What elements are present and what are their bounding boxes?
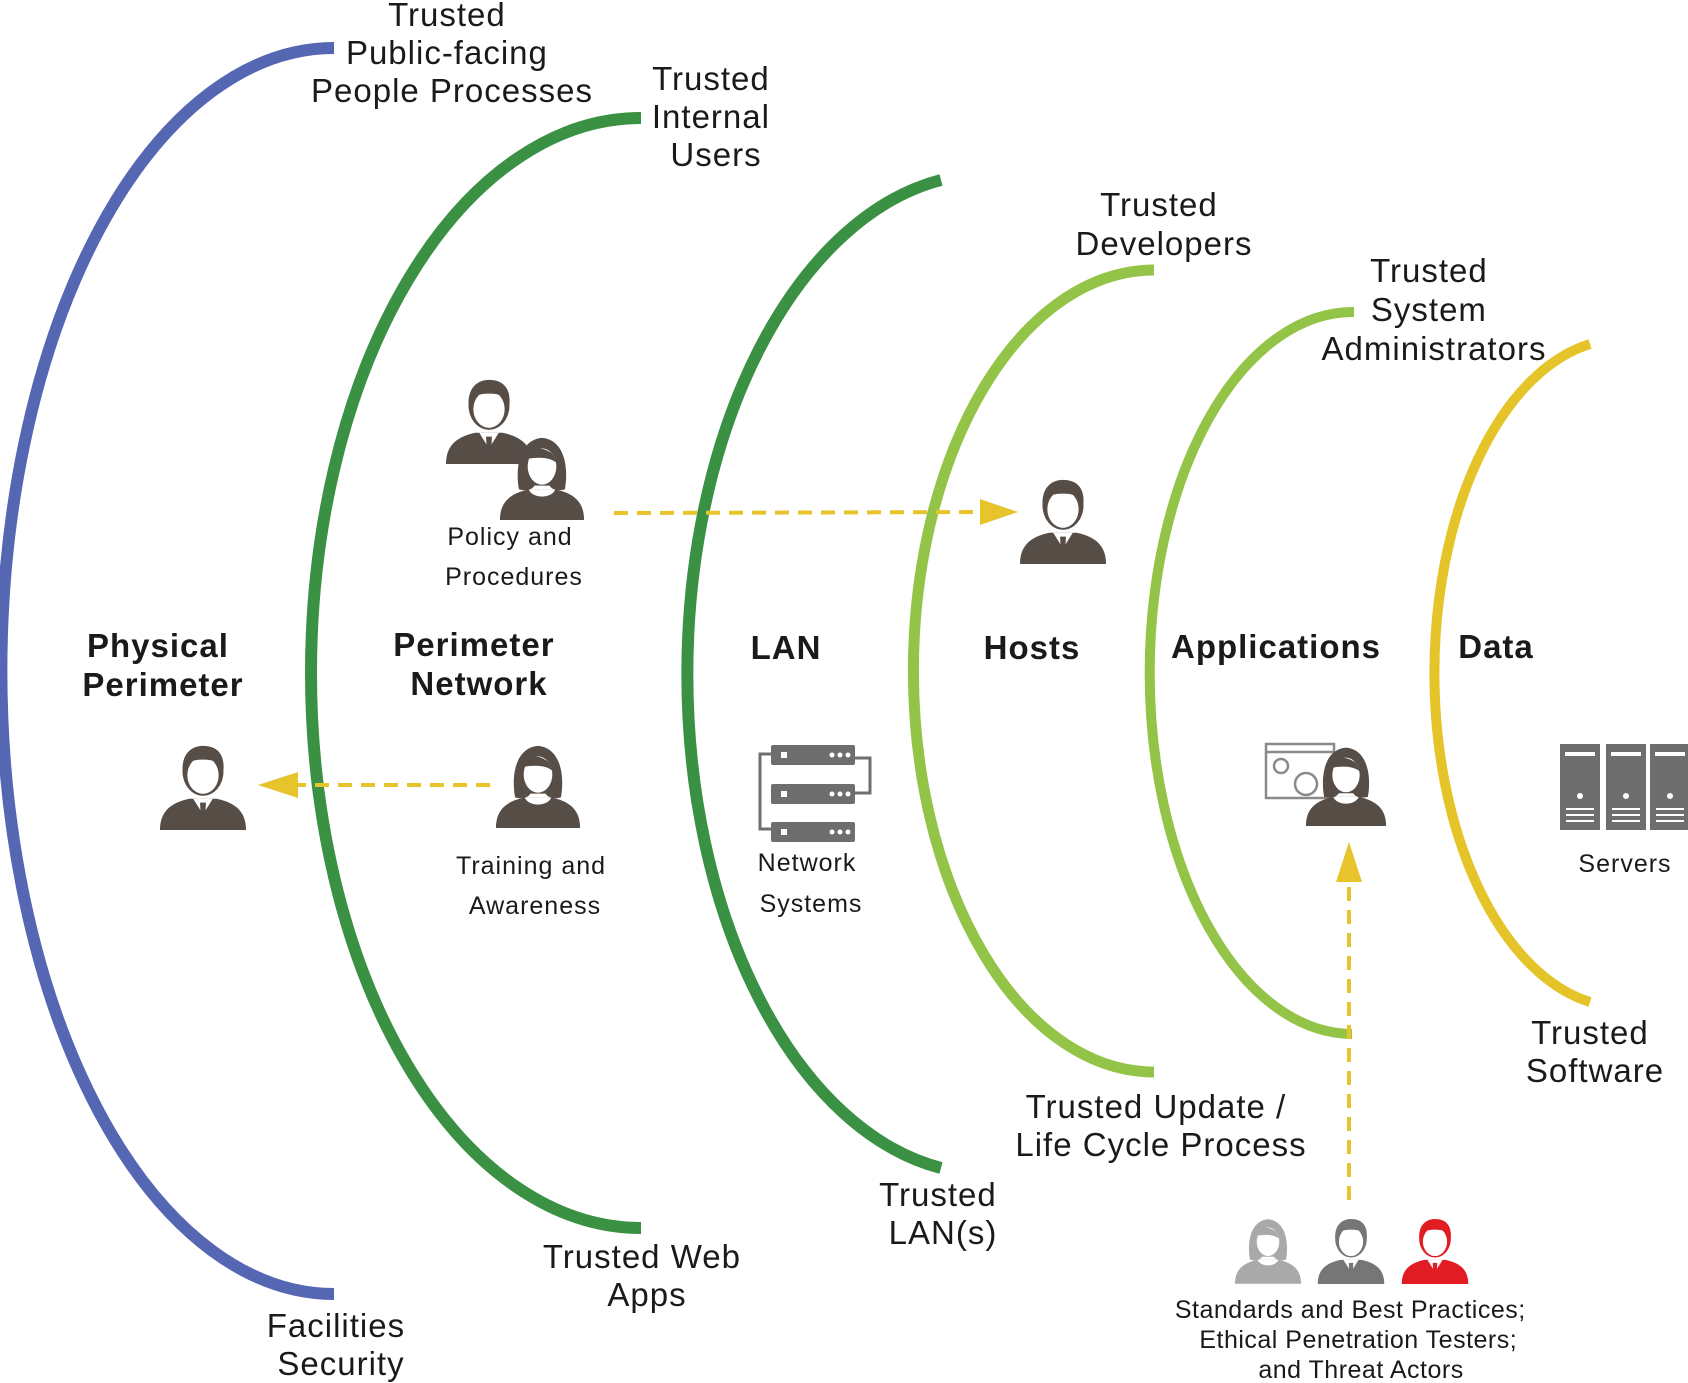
label-trusted-web-apps: Trusted Web Apps [543, 1238, 751, 1313]
ring-data [1429, 339, 1592, 1007]
section-lan: LAN [751, 629, 822, 666]
arrow-policy-to-hosts [613, 510, 983, 515]
section-perimeter-network: Perimeter Network [393, 626, 564, 702]
label-trusted-software: Trusted Software [1526, 1014, 1664, 1089]
label-trusted-system-administrators: Trusted System Administrators [1322, 252, 1547, 367]
label-trusted-update-life-cycle: Trusted Update / Life Cycle Process [1015, 1088, 1306, 1163]
section-applications: Applications [1171, 628, 1381, 665]
female-user-icon [495, 745, 581, 828]
section-physical-perimeter: Physical Perimeter [82, 627, 243, 703]
caption-testers: Standards and Best Practices; Ethical Pe… [1175, 1296, 1533, 1383]
ring-applications [1144, 306, 1355, 1039]
female-user-icon [1235, 1219, 1301, 1284]
ring-hosts [907, 264, 1155, 1078]
section-hosts: Hosts [984, 629, 1081, 666]
arrow-head-training-to-physical [258, 772, 298, 798]
arrow-head-policy-to-hosts [980, 499, 1018, 525]
ring-physical-perimeter [0, 42, 335, 1300]
label-trusted-public-facing: Trusted Public-facing People Processes [311, 0, 593, 109]
label-trusted-developers: Trusted Developers [1076, 186, 1253, 262]
user-icon [1019, 479, 1107, 564]
app-settings-user-icon [1264, 742, 1387, 826]
server-tower-icon [1560, 744, 1688, 830]
label-facilities-security: Facilities Security [267, 1307, 416, 1382]
caption-policy-procedures: Policy and Procedures [445, 523, 583, 591]
caption-training-awareness: Training and Awareness [456, 852, 614, 920]
user-group-icon [445, 379, 585, 520]
threat-actor-icon [1401, 1219, 1469, 1284]
user-icon [159, 745, 247, 830]
network-rack-icon [758, 745, 872, 842]
ring-perimeter-network [305, 112, 642, 1234]
caption-network-systems: Network Systems [758, 849, 865, 918]
arrow-head-testers-to-applications [1336, 842, 1362, 882]
section-data: Data [1458, 628, 1534, 665]
user-icon [1317, 1219, 1385, 1284]
ring-lan [681, 174, 943, 1174]
caption-servers: Servers [1578, 850, 1671, 878]
label-trusted-internal-users: Trusted Internal Users [652, 60, 780, 173]
label-trusted-lans: Trusted LAN(s) [879, 1176, 1007, 1251]
